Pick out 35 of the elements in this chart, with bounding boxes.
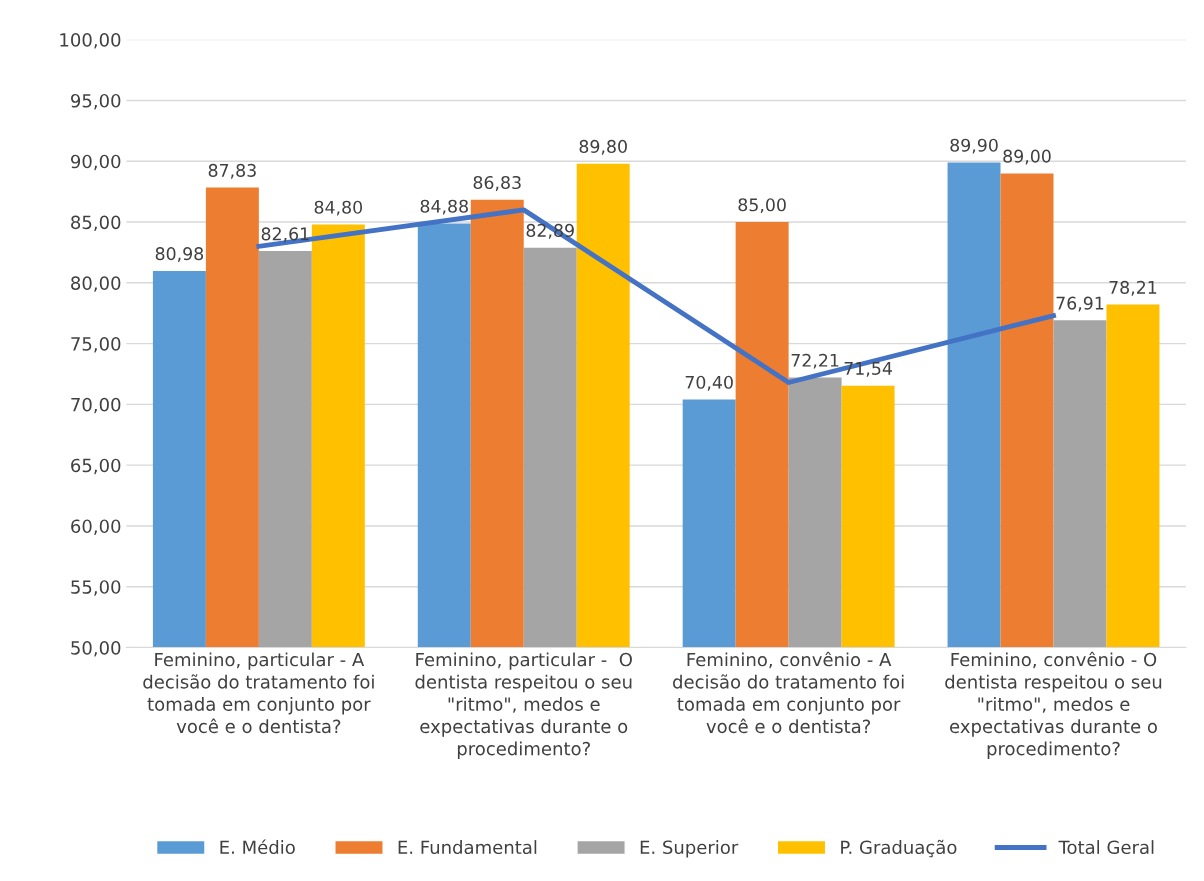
y-tick-label: 95,00: [71, 93, 121, 110]
data-label: 70,40: [685, 375, 733, 391]
x-tick-label: Feminino, particular - A decisão do tratamento foi tomada em conjunto por você e o dentista?: [143, 652, 374, 734]
legend-label: Total Geral: [1058, 840, 1154, 855]
data-label: 85,00: [738, 198, 786, 214]
data-label: 89,90: [950, 138, 998, 154]
x-tick-label: Feminino, convênio - O dentista respeitou o seu "ritmo", medos e expectativas durante o procedimento?: [945, 651, 1162, 759]
y-tick-label: 65,00: [71, 458, 121, 475]
y-tick-label: 100,00: [60, 33, 121, 49]
data-label: 78,21: [1109, 280, 1157, 296]
y-tick-label: 50,00: [71, 640, 121, 657]
legend-label: E. Superior: [640, 840, 739, 858]
x-tick-label: Feminino, convênio - A decisão do tratamento foi tomada em conjunto por você e o dentista?: [673, 651, 904, 734]
legend-label: E. Médio: [220, 839, 295, 855]
x-tick-label: Feminino, particular - O dentista respeitou o seu "ritmo", medos e expectativas durante o procedimento?: [415, 652, 632, 759]
legend-label: E. Fundamental: [398, 840, 537, 855]
data-label: 89,80: [579, 139, 627, 155]
data-label: 89,00: [1003, 149, 1051, 165]
data-label: 80,98: [155, 247, 204, 262]
y-tick-label: 60,00: [71, 519, 121, 535]
data-label: 76,91: [1056, 296, 1104, 312]
y-tick-label: 55,00: [71, 580, 121, 596]
data-label: 87,83: [208, 163, 256, 179]
legend-label: P. Graduação: [841, 839, 957, 858]
y-tick-label: 80,00: [71, 276, 121, 292]
data-label: 84,88: [420, 199, 468, 215]
data-label: 82,61: [261, 227, 309, 243]
data-label: 86,83: [473, 175, 521, 191]
data-label: 84,80: [314, 200, 363, 216]
data-label: 71,54: [844, 362, 892, 377]
y-tick-label: 75,00: [71, 337, 121, 353]
data-label: 72,21: [791, 353, 839, 369]
y-tick-label: 70,00: [71, 397, 121, 414]
y-tick-label: 90,00: [71, 154, 121, 171]
y-tick-label: 85,00: [71, 215, 121, 231]
